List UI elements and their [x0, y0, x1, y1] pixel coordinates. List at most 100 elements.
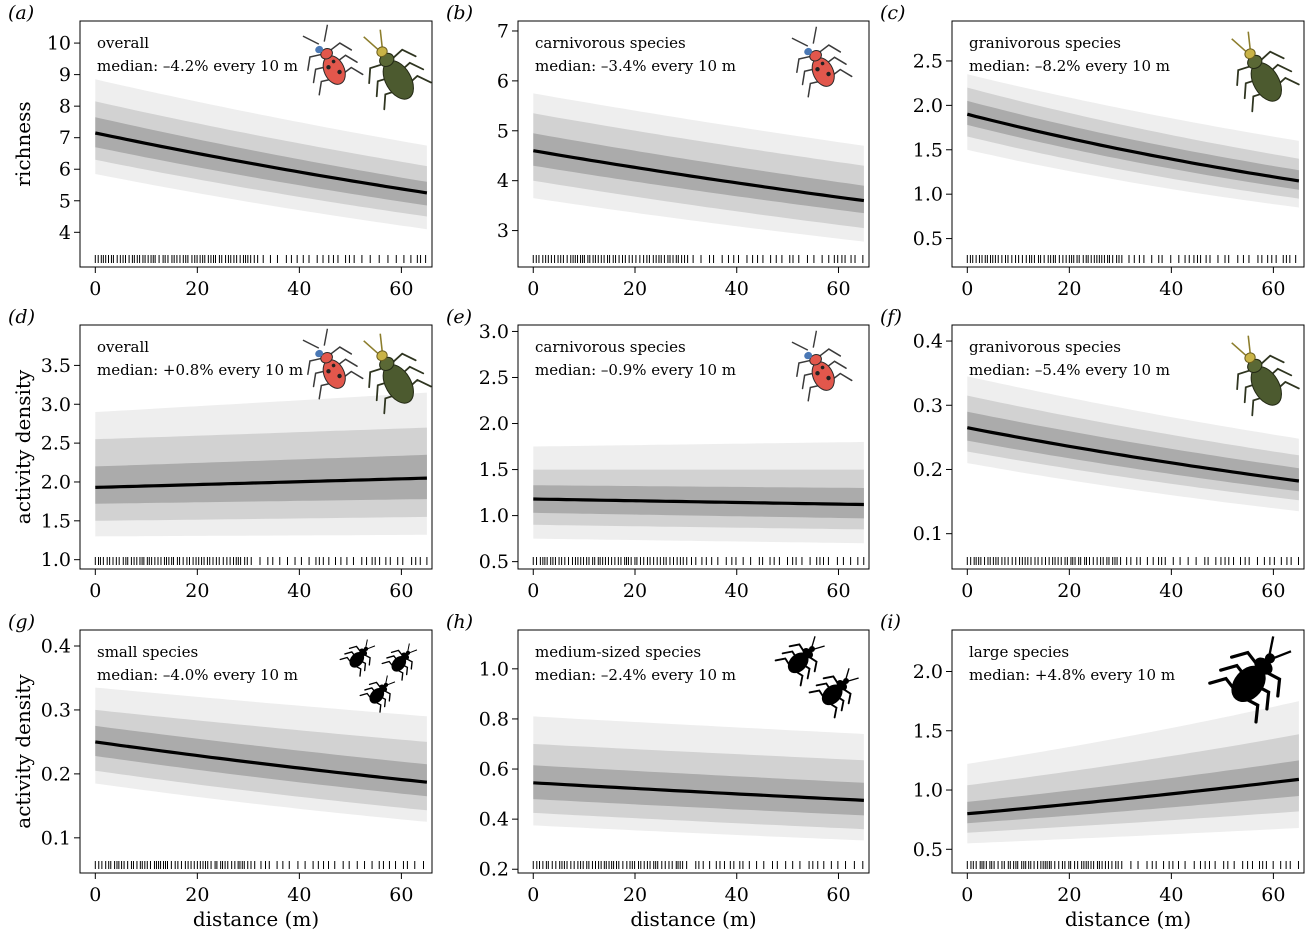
- beetle-pronotum: [809, 50, 822, 62]
- y-tick-label: 3.0: [41, 394, 71, 416]
- y-tick-label: 0.6: [479, 759, 509, 781]
- beetle-spot: [326, 369, 331, 374]
- panel-letter: (i): [880, 611, 901, 633]
- median-line: [966, 112, 1300, 183]
- x-tick-label: 0: [961, 278, 973, 300]
- median-line: [95, 740, 428, 784]
- y-tick-label: 7: [497, 20, 509, 42]
- beetle-head: [405, 650, 411, 656]
- median-annotation: median: –4.0% every 10 m: [97, 666, 298, 684]
- y-tick-label: 2.5: [913, 50, 943, 72]
- y-axis-title: richness: [11, 101, 35, 186]
- x-tick-label: 40: [725, 278, 749, 300]
- antenna: [848, 677, 859, 682]
- beetle-head: [1244, 352, 1256, 364]
- y-tick-label: 0.2: [479, 859, 509, 881]
- beetle-head: [315, 349, 324, 358]
- antenna: [302, 35, 320, 45]
- x-tick-label: 60: [826, 278, 850, 300]
- rug-marks: [94, 557, 428, 565]
- x-tick-label: 20: [185, 884, 209, 906]
- panel-f: 0.1 0.2 0.3 0.4 0 20 40 60 (f) granivorous specie…: [880, 306, 1305, 602]
- antenna: [365, 639, 368, 648]
- panel-letter: (d): [8, 306, 35, 328]
- y-tick-label: 0.2: [41, 763, 71, 785]
- panel-letter: (h): [446, 611, 473, 633]
- panel-letter: (f): [880, 306, 902, 328]
- beetle-elytra: [1231, 665, 1266, 703]
- panel-letter: (a): [8, 2, 34, 24]
- black-beetle-silhouette: [808, 668, 859, 719]
- y-tick-label: 2.0: [913, 661, 943, 683]
- rug-marks: [94, 255, 427, 263]
- beetle-head: [315, 45, 324, 54]
- beetle-spot: [815, 371, 820, 376]
- plot-frame: [951, 629, 1305, 874]
- median-line: [533, 781, 864, 802]
- y-tick-label: 2.0: [41, 471, 71, 493]
- plot-frame: [951, 324, 1305, 570]
- y-tick-label: 0.4: [913, 331, 943, 353]
- y-axis-title: activity density: [11, 674, 35, 829]
- x-tick-label: 40: [1159, 278, 1183, 300]
- antenna: [379, 29, 384, 49]
- median-line: [533, 497, 864, 507]
- x-tick-label: 20: [1057, 278, 1081, 300]
- y-tick-label: 1.5: [479, 459, 509, 481]
- panel-letter: (e): [446, 306, 472, 328]
- x-axis-title: distance (m): [193, 907, 319, 931]
- x-tick-label: 0: [527, 884, 539, 906]
- median-annotation: median: –2.4% every 10 m: [535, 666, 736, 684]
- group-label: granivorous species: [969, 34, 1121, 52]
- group-label: granivorous species: [969, 338, 1121, 356]
- y-tick-label: 3.5: [41, 355, 71, 377]
- medium-beetles-icon: [774, 636, 859, 719]
- x-tick-label: 40: [287, 884, 311, 906]
- median-line: [966, 426, 1300, 483]
- band-inner: [95, 725, 427, 797]
- green-beetle-icon: [1231, 31, 1300, 113]
- y-tick-label: 0.5: [913, 839, 943, 861]
- x-tick-label: 40: [725, 884, 749, 906]
- antenna: [1273, 650, 1292, 660]
- y-tick-label: 2.0: [479, 413, 509, 435]
- y-tick-label: 2.5: [41, 433, 71, 455]
- y-tick-label: 1.0: [479, 658, 509, 680]
- large-beetle-icon: [1208, 636, 1292, 724]
- y-tick-label: 7: [59, 127, 71, 149]
- antenna: [367, 645, 376, 650]
- y-axis-title: activity density: [11, 369, 35, 524]
- group-label: carnivorous species: [535, 338, 686, 356]
- x-tick-label: 20: [185, 580, 209, 602]
- beetle-spot: [820, 61, 825, 66]
- black-beetle-silhouette: [381, 643, 418, 681]
- antenna: [791, 341, 809, 351]
- antenna: [407, 643, 410, 652]
- beetle-spot: [337, 69, 342, 75]
- plot-frame: [517, 20, 870, 268]
- panel-a: 4 5 6 7 8 9 10 0 20 40 60 (a) overall median: –4.2% e…: [8, 2, 433, 300]
- beetle-spot: [826, 375, 831, 381]
- rug-marks: [966, 255, 1297, 263]
- y-tick-label: 0.1: [913, 523, 943, 545]
- y-tick-label: 6: [59, 159, 71, 181]
- y-tick-label: 0.5: [479, 551, 509, 573]
- plot-frame: [517, 629, 870, 874]
- green-beetle-icon: [363, 29, 432, 111]
- y-tick-label: 10: [47, 33, 71, 55]
- x-tick-label: 20: [185, 278, 209, 300]
- beetle-elytra: [821, 684, 843, 706]
- plot-frame: [79, 324, 433, 570]
- x-tick-label: 60: [389, 580, 413, 602]
- y-tick-label: 1.5: [913, 720, 943, 742]
- red-beetle-icon: [302, 24, 364, 96]
- black-beetle-silhouette: [339, 639, 376, 677]
- y-tick-label: 1.5: [913, 139, 943, 161]
- antenna: [385, 675, 388, 684]
- beetle-head: [376, 46, 388, 58]
- panel-i: 0.5 1.0 1.5 2.0 0 20 40 60 (i) large species media…: [880, 611, 1305, 931]
- panel-d: 1.0 1.5 2.0 2.5 3.0 3.5 0 20 40 60 (d) overall media…: [8, 306, 433, 602]
- x-tick-label: 40: [287, 278, 311, 300]
- x-tick-label: 0: [961, 580, 973, 602]
